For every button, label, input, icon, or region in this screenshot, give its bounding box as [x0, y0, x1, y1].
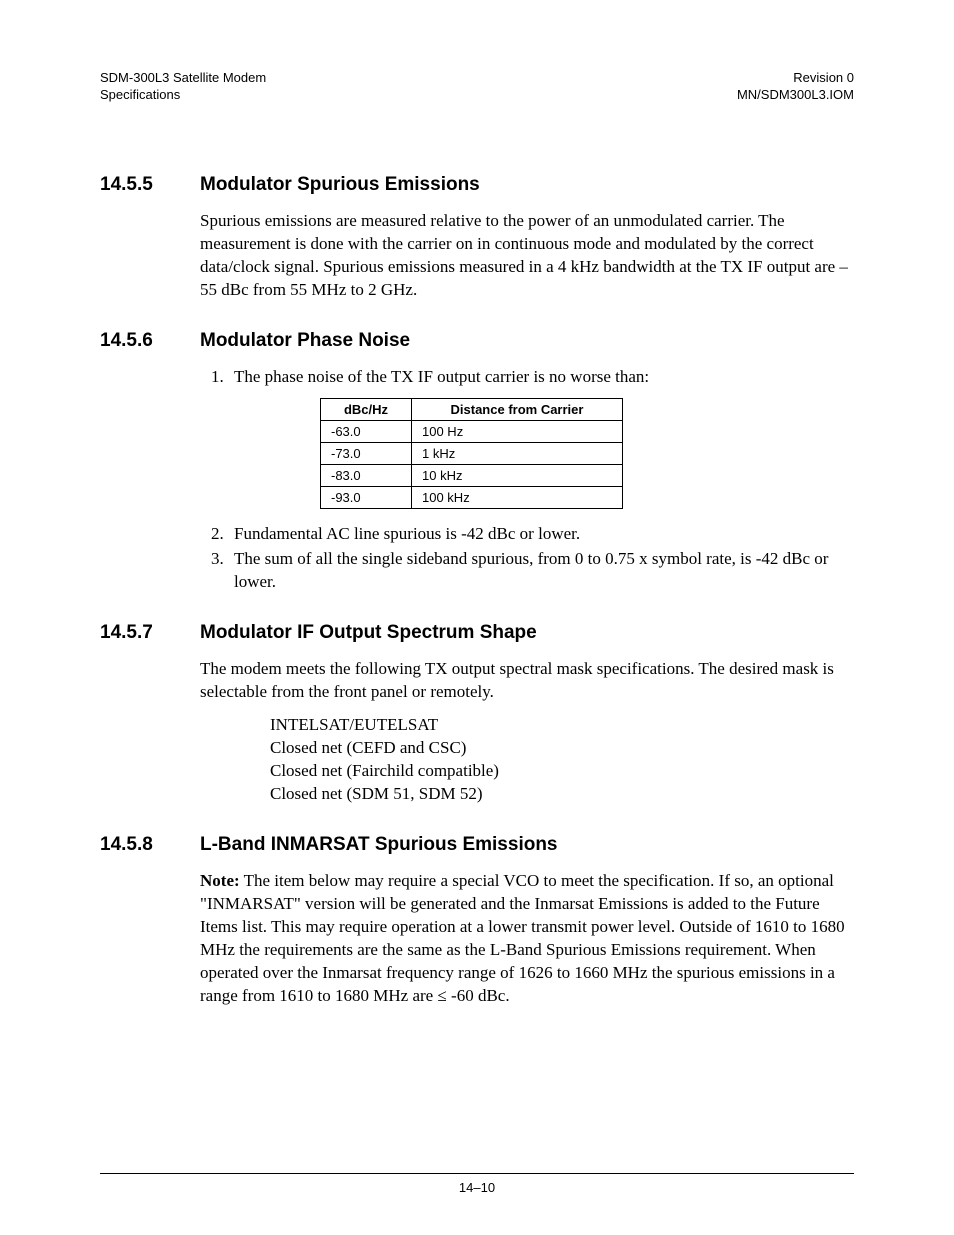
section-title: Modulator Spurious Emissions [200, 174, 480, 196]
table-cell: 100 kHz [412, 487, 623, 509]
content: 14.5.5 Modulator Spurious Emissions Spur… [100, 174, 854, 1008]
page-footer: 14–10 [100, 1173, 854, 1195]
section-title: Modulator IF Output Spectrum Shape [200, 622, 537, 644]
section-14-5-7: 14.5.7 Modulator IF Output Spectrum Shap… [100, 622, 854, 806]
section-heading: 14.5.6 Modulator Phase Noise [100, 330, 854, 352]
page: SDM-300L3 Satellite Modem Specifications… [0, 0, 954, 1235]
section-title: Modulator Phase Noise [200, 330, 410, 352]
table-row: -63.0 100 Hz [321, 421, 623, 443]
header-product: SDM-300L3 Satellite Modem [100, 70, 266, 87]
table-header-cell: Distance from Carrier [412, 399, 623, 421]
list-item: The sum of all the single sideband spuri… [228, 548, 854, 594]
table-row: -73.0 1 kHz [321, 443, 623, 465]
section-paragraph: Spurious emissions are measured relative… [200, 210, 854, 302]
table-cell: -73.0 [321, 443, 412, 465]
section-paragraph: Note: The item below may require a speci… [200, 870, 854, 1008]
table-cell: 1 kHz [412, 443, 623, 465]
list-item: The phase noise of the TX IF output carr… [228, 366, 854, 389]
header-docid: MN/SDM300L3.IOM [737, 87, 854, 104]
note-text: The item below may require a special VCO… [200, 871, 845, 1005]
list-item: Fundamental AC line spurious is -42 dBc … [228, 523, 854, 546]
table-cell: 100 Hz [412, 421, 623, 443]
page-number: 14–10 [459, 1180, 495, 1195]
section-number: 14.5.6 [100, 330, 200, 352]
section-paragraph: The modem meets the following TX output … [200, 658, 854, 704]
phase-noise-table: dBc/Hz Distance from Carrier -63.0 100 H… [320, 398, 623, 509]
section-heading: 14.5.5 Modulator Spurious Emissions [100, 174, 854, 196]
table-cell: 10 kHz [412, 465, 623, 487]
mask-item: INTELSAT/EUTELSAT [270, 714, 854, 737]
section-number: 14.5.8 [100, 834, 200, 856]
table-row: -93.0 100 kHz [321, 487, 623, 509]
table-row: -83.0 10 kHz [321, 465, 623, 487]
header-left: SDM-300L3 Satellite Modem Specifications [100, 70, 266, 104]
section-number: 14.5.5 [100, 174, 200, 196]
table-header-cell: dBc/Hz [321, 399, 412, 421]
section-title: L-Band INMARSAT Spurious Emissions [200, 834, 558, 856]
header-revision: Revision 0 [737, 70, 854, 87]
section-heading: 14.5.7 Modulator IF Output Spectrum Shap… [100, 622, 854, 644]
phase-noise-table-wrap: dBc/Hz Distance from Carrier -63.0 100 H… [320, 398, 854, 509]
mask-item: Closed net (CEFD and CSC) [270, 737, 854, 760]
table-cell: -63.0 [321, 421, 412, 443]
section-heading: 14.5.8 L-Band INMARSAT Spurious Emission… [100, 834, 854, 856]
section-14-5-5: 14.5.5 Modulator Spurious Emissions Spur… [100, 174, 854, 302]
table-cell: -93.0 [321, 487, 412, 509]
mask-list: INTELSAT/EUTELSAT Closed net (CEFD and C… [270, 714, 854, 806]
table-header-row: dBc/Hz Distance from Carrier [321, 399, 623, 421]
mask-item: Closed net (SDM 51, SDM 52) [270, 783, 854, 806]
numbered-list: Fundamental AC line spurious is -42 dBc … [200, 523, 854, 594]
note-label: Note: [200, 871, 240, 890]
section-14-5-8: 14.5.8 L-Band INMARSAT Spurious Emission… [100, 834, 854, 1008]
section-14-5-6: 14.5.6 Modulator Phase Noise The phase n… [100, 330, 854, 595]
page-header: SDM-300L3 Satellite Modem Specifications… [100, 70, 854, 104]
header-right: Revision 0 MN/SDM300L3.IOM [737, 70, 854, 104]
section-number: 14.5.7 [100, 622, 200, 644]
header-section: Specifications [100, 87, 266, 104]
mask-item: Closed net (Fairchild compatible) [270, 760, 854, 783]
numbered-list: The phase noise of the TX IF output carr… [200, 366, 854, 389]
table-cell: -83.0 [321, 465, 412, 487]
